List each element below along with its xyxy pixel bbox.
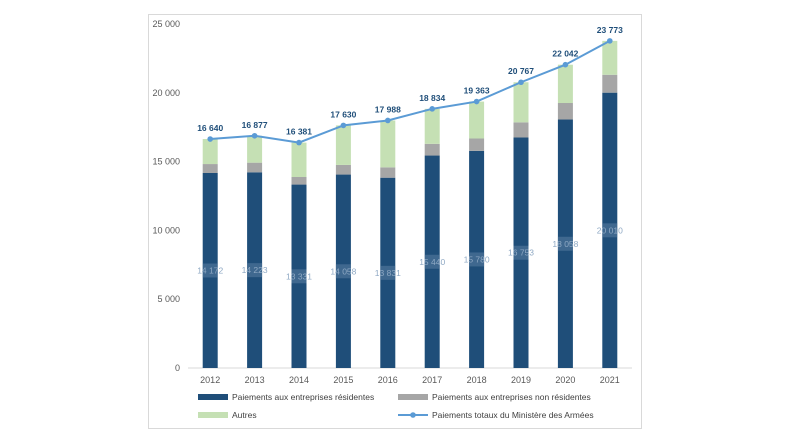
bar-segment-non-resident: [247, 162, 263, 173]
bar-segment-non-resident: [335, 164, 351, 175]
resident-value-label: 18 058: [552, 239, 578, 249]
bar-segment-other: [424, 108, 440, 144]
resident-value-label: 20 010: [597, 225, 623, 235]
x-tick-label: 2014: [289, 375, 309, 385]
x-tick-label: 2021: [600, 375, 620, 385]
x-tick-label: 2012: [200, 375, 220, 385]
total-value-label: 16 640: [197, 123, 223, 133]
data-label-background: [557, 236, 573, 251]
data-label-background: [513, 245, 529, 260]
total-value-label: 17 630: [330, 109, 356, 119]
x-tick-label: 2017: [422, 375, 442, 385]
total-value-label: 22 042: [552, 49, 578, 59]
bar-segment-other: [247, 135, 263, 163]
x-tick-label: 2013: [245, 375, 265, 385]
bar-segment-non-resident: [380, 167, 396, 178]
bar-segment-other: [202, 139, 218, 165]
resident-value-label: 14 223: [242, 265, 268, 275]
legend-swatch-other: [198, 412, 228, 418]
x-tick-label: 2018: [467, 375, 487, 385]
data-label-background: [602, 223, 618, 238]
total-payments-line: [210, 40, 611, 144]
data-label-background: [291, 269, 307, 284]
legend-label: Autres: [232, 410, 257, 420]
bar-segment-non-resident: [469, 138, 485, 151]
resident-value-label: 13 831: [375, 268, 401, 278]
bar-segment-non-resident: [602, 74, 618, 93]
total-payments-point: [473, 98, 480, 105]
legend-label: Paiements aux entreprises résidentes: [232, 392, 374, 402]
resident-value-label: 15 440: [419, 257, 445, 267]
bar-segment-other: [469, 101, 485, 139]
bar-segment-other: [291, 142, 307, 177]
bar-segment-non-resident: [513, 122, 529, 138]
x-tick-label: 2020: [555, 375, 575, 385]
total-payments-point: [385, 117, 391, 124]
y-tick-label: 0: [175, 363, 180, 373]
y-tick-label: 5 000: [157, 294, 180, 304]
legend-label: Paiements aux entreprises non résidentes: [432, 392, 591, 402]
x-tick-label: 2015: [333, 375, 353, 385]
legend-marker-total: [410, 412, 416, 418]
bar-segment-other: [513, 82, 529, 123]
resident-value-label: 16 753: [508, 248, 534, 258]
resident-value-label: 15 780: [464, 254, 490, 264]
bar-segment-non-resident: [202, 164, 218, 173]
legend-swatch-non-resident: [398, 394, 428, 400]
data-label-background: [380, 265, 396, 280]
data-label-background: [202, 263, 218, 278]
total-payments-point: [429, 106, 436, 112]
total-payments-point: [251, 132, 258, 139]
data-label-background: [247, 263, 263, 278]
data-label-background: [424, 254, 440, 269]
y-tick-label: 25 000: [152, 19, 180, 29]
y-tick-label: 20 000: [152, 88, 180, 98]
bar-segment-other: [335, 125, 351, 165]
total-value-label: 19 363: [464, 86, 490, 96]
resident-value-label: 14 172: [197, 265, 223, 275]
bar-segment-non-resident: [291, 176, 307, 185]
total-payments-point: [340, 122, 347, 129]
total-value-label: 18 834: [419, 93, 445, 103]
legend-swatch-resident: [198, 394, 228, 400]
resident-value-label: 13 331: [286, 271, 312, 281]
total-payments-point: [518, 79, 524, 86]
legend-label: Paiements totaux du Ministère des Armées: [432, 410, 594, 420]
bar-segment-non-resident: [424, 143, 440, 156]
resident-value-label: 14 058: [330, 266, 356, 276]
total-payments-point: [296, 139, 302, 146]
y-tick-label: 15 000: [152, 157, 180, 167]
bar-segment-other: [557, 64, 573, 104]
total-payments-point: [607, 38, 613, 44]
data-label-background: [469, 252, 485, 267]
total-value-label: 16 877: [242, 120, 268, 130]
total-value-label: 20 767: [508, 66, 534, 76]
x-tick-label: 2019: [511, 375, 531, 385]
total-payments-point: [207, 136, 213, 142]
total-value-label: 17 988: [375, 104, 401, 114]
x-tick-label: 2016: [378, 375, 398, 385]
bar-segment-other: [602, 40, 618, 75]
bar-segment-non-resident: [557, 103, 573, 120]
data-label-background: [335, 264, 351, 279]
y-tick-label: 10 000: [152, 225, 180, 235]
total-payments-point: [562, 61, 569, 68]
bar-segment-other: [380, 120, 396, 168]
total-value-label: 23 773: [597, 25, 623, 35]
total-value-label: 16 381: [286, 127, 312, 137]
